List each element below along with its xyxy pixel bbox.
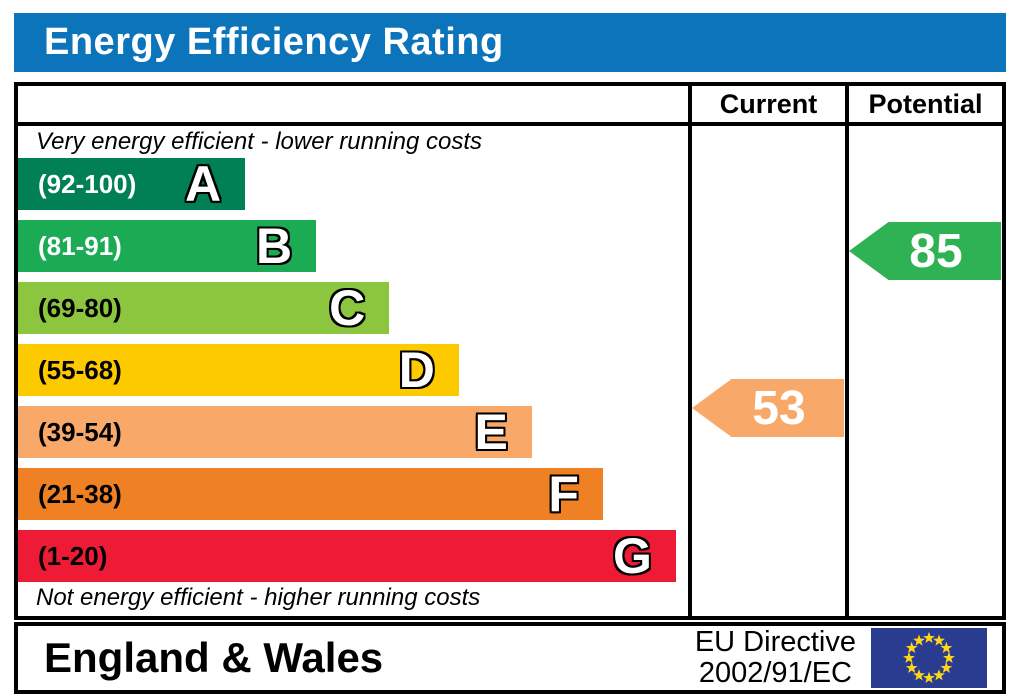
page-title: Energy Efficiency Rating [14, 13, 1006, 72]
potential-rating-arrow: 85 [849, 222, 1001, 280]
band-letter: C [329, 280, 366, 336]
footer-bar: England & Wales EU Directive 2002/91/EC [14, 622, 1006, 694]
band-letter: E [474, 404, 508, 460]
band-b: (81-91) B [18, 218, 317, 274]
eu-flag-icon [871, 628, 987, 688]
rating-bands: (92-100) A (81-91) B (69-80) C (55-68) D (39-54)… [18, 158, 688, 582]
band-d: (55-68) D [18, 344, 459, 396]
current-rating-value: 53 [752, 381, 806, 435]
not-efficient-note: Not energy efficient - higher running co… [36, 584, 481, 611]
band-g: (1-20) G [18, 530, 676, 582]
eu-directive-line1: EU Directive [694, 626, 856, 658]
band-range-label: (39-54) [38, 416, 122, 447]
band-range-label: (21-38) [38, 478, 122, 509]
band-letter: D [398, 342, 435, 398]
band-e: (39-54) E [18, 406, 532, 458]
band-range-label: (1-20) [38, 540, 108, 571]
band-letter: G [613, 528, 652, 584]
potential-column-header: Potential [868, 89, 983, 119]
potential-column-divider [845, 86, 849, 616]
region-label: England & Wales [44, 634, 384, 681]
band-a: (92-100) A [18, 156, 246, 212]
current-column-header: Current [719, 89, 818, 119]
potential-rating-value: 85 [909, 224, 963, 278]
band-range-label: (92-100) [38, 168, 137, 199]
band-letter: F [548, 466, 579, 522]
current-column-divider [688, 86, 692, 616]
eu-directive-line2: 2002/91/EC [698, 657, 852, 689]
band-range-label: (81-91) [38, 230, 122, 261]
band-range-label: (55-68) [38, 354, 122, 385]
current-rating-arrow: 53 [692, 379, 844, 437]
band-f: (21-38) F [18, 468, 603, 520]
band-range-label: (69-80) [38, 292, 122, 323]
rating-table: Current Potential Very energy efficient … [14, 82, 1006, 620]
band-letter: B [256, 218, 293, 274]
table-header-row [18, 86, 1002, 126]
very-efficient-note: Very energy efficient - lower running co… [36, 128, 482, 155]
eu-directive-label: EU Directive 2002/91/EC [695, 627, 856, 689]
band-c: (69-80) C [18, 280, 390, 336]
band-letter: A [185, 156, 222, 212]
